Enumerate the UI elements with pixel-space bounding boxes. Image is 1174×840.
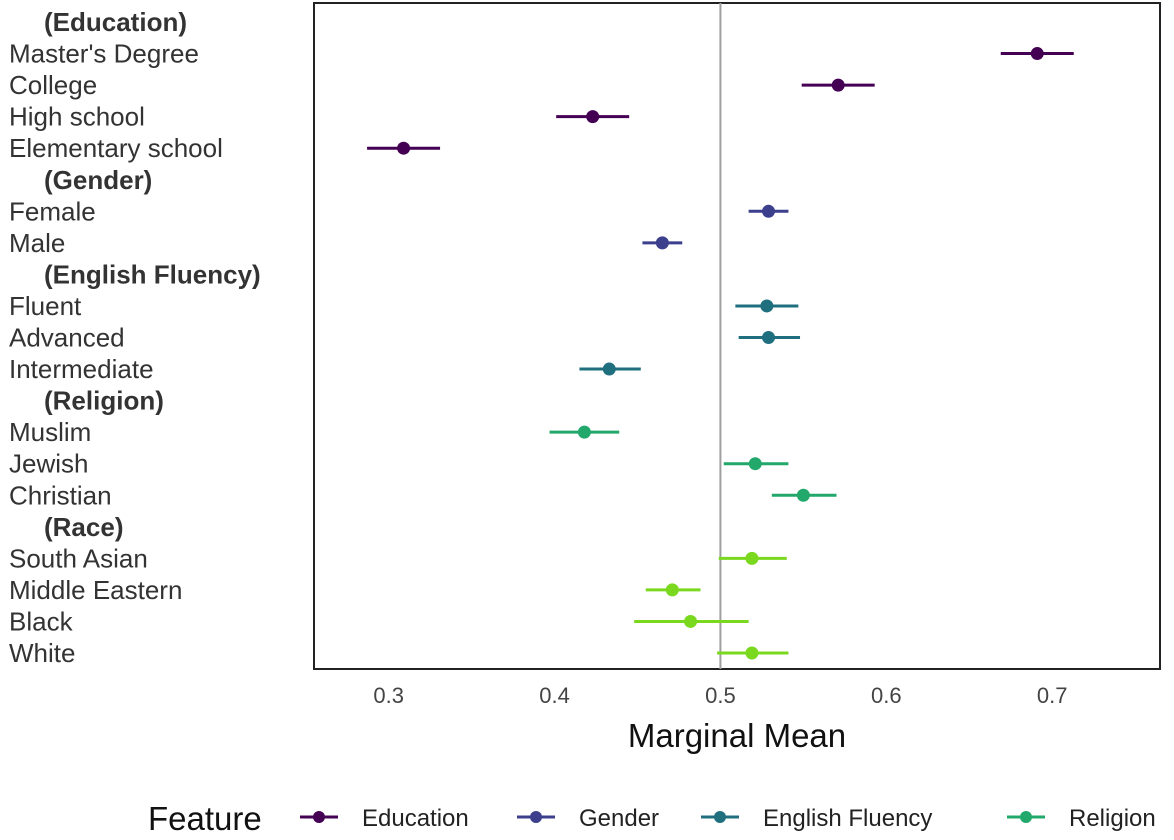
row-label-elementary-school: Elementary school bbox=[9, 133, 223, 163]
point-male bbox=[655, 236, 669, 250]
point-muslim bbox=[577, 425, 591, 439]
legend-key-point-gender bbox=[530, 811, 542, 823]
point-black bbox=[684, 614, 698, 628]
legend-key-point-english-fluency bbox=[714, 811, 726, 823]
point-high-school bbox=[586, 110, 600, 124]
point-college bbox=[831, 78, 845, 92]
x-tick-label: 0.4 bbox=[539, 683, 570, 708]
point-elementary-school bbox=[397, 141, 411, 155]
row-label-high-school: High school bbox=[9, 102, 145, 132]
x-axis-ticks: 0.3 0.4 0.5 0.6 0.7 bbox=[373, 683, 1067, 708]
x-tick-label: 0.3 bbox=[373, 683, 404, 708]
row-label-jewish: Jewish bbox=[9, 449, 88, 479]
plot-panel bbox=[313, 2, 1161, 670]
x-tick-label: 0.6 bbox=[871, 683, 902, 708]
row-label-black: Black bbox=[9, 606, 74, 636]
group-header-race: (Race) bbox=[44, 512, 123, 542]
point-master-s-degree bbox=[1030, 47, 1044, 61]
group-header-education: (Education) bbox=[44, 7, 187, 37]
row-label-middle-eastern: Middle Eastern bbox=[9, 575, 182, 605]
point-ranges bbox=[367, 47, 1074, 660]
point-christian bbox=[796, 488, 810, 502]
point-advanced bbox=[762, 331, 776, 344]
legend-key-point-religion bbox=[1020, 811, 1032, 823]
row-label-fluent: Fluent bbox=[9, 291, 82, 321]
row-label-female: Female bbox=[9, 196, 96, 226]
point-south-asian bbox=[745, 551, 759, 565]
group-header-religion: (Religion) bbox=[44, 386, 164, 416]
point-middle-eastern bbox=[665, 583, 679, 597]
legend-key-point-education bbox=[313, 811, 325, 823]
row-label-muslim: Muslim bbox=[9, 417, 91, 447]
legend-label-gender: Gender bbox=[579, 805, 659, 832]
point-female bbox=[762, 204, 776, 218]
row-label-intermediate: Intermediate bbox=[9, 354, 154, 384]
x-axis-title: Marginal Mean bbox=[628, 717, 846, 754]
x-tick-label: 0.5 bbox=[705, 683, 736, 708]
point-jewish bbox=[748, 457, 762, 471]
row-label-college: College bbox=[9, 70, 97, 100]
legend-title: Feature bbox=[148, 800, 262, 837]
legend: Feature Education Gender English Fluency Re… bbox=[148, 800, 1156, 837]
x-tick-label: 0.7 bbox=[1037, 683, 1068, 708]
point-fluent bbox=[760, 299, 774, 313]
legend-label-education: Education bbox=[362, 805, 469, 832]
point-intermediate bbox=[602, 362, 616, 376]
row-label-christian: Christian bbox=[9, 480, 112, 510]
row-label-south-asian: South Asian bbox=[9, 543, 148, 573]
row-label-master-s-degree: Master's Degree bbox=[9, 39, 199, 69]
group-header-gender: (Gender) bbox=[44, 165, 152, 195]
row-label-male: Male bbox=[9, 228, 65, 258]
legend-label-religion: Religion bbox=[1069, 805, 1156, 832]
row-label-advanced: Advanced bbox=[9, 323, 125, 353]
point-white bbox=[745, 646, 759, 660]
row-label-white: White bbox=[9, 638, 75, 668]
legend-label-english-fluency: English Fluency bbox=[763, 805, 932, 832]
group-header-english-fluency: (English Fluency) bbox=[44, 259, 261, 289]
